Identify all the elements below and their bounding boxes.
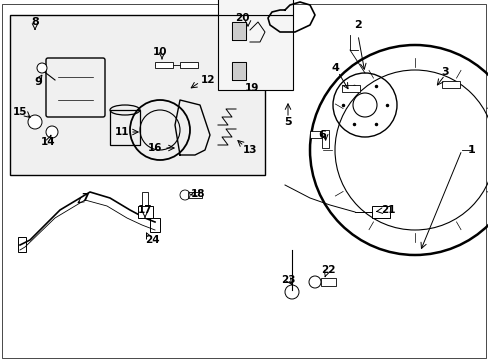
Bar [371,206,389,218]
Text: 7: 7 [81,193,89,203]
Text: 23: 23 [280,275,295,285]
Polygon shape [231,22,245,40]
Text: 9: 9 [34,77,42,87]
Bar [341,85,359,92]
Text: 22: 22 [320,265,335,275]
Bar [10,15,264,175]
Text: 16: 16 [147,143,162,153]
Text: 18: 18 [190,189,205,199]
Circle shape [28,115,42,129]
Text: 8: 8 [31,17,39,27]
Text: 24: 24 [144,235,159,245]
Text: 17: 17 [138,205,152,215]
Text: 5: 5 [284,117,291,127]
Bar [110,110,140,145]
Bar [309,131,327,138]
Bar [218,0,292,15]
Text: 3: 3 [440,67,448,77]
Polygon shape [231,62,245,80]
Circle shape [46,126,58,138]
Bar [180,62,198,68]
Bar [187,192,202,198]
Bar [320,278,335,286]
Bar [218,15,292,90]
Text: 11: 11 [115,127,129,137]
Text: 12: 12 [201,75,215,85]
Text: 20: 20 [234,13,249,23]
Text: 15: 15 [13,107,27,117]
Circle shape [37,63,47,73]
Bar [441,81,459,88]
Text: 14: 14 [41,137,55,147]
Bar [321,130,328,148]
Text: 19: 19 [244,83,259,93]
Text: 21: 21 [380,205,394,215]
Text: 10: 10 [152,47,167,57]
Bar [155,62,173,68]
Text: 1: 1 [467,145,475,155]
Text: 4: 4 [330,63,338,73]
Bar [150,218,160,232]
Text: 2: 2 [353,20,361,30]
Bar [138,206,153,218]
Text: 6: 6 [317,130,325,140]
Text: 13: 13 [242,145,257,155]
Bar [142,192,148,206]
Bar [18,237,26,252]
